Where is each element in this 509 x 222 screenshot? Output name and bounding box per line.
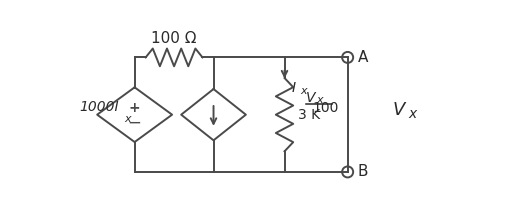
Text: x: x bbox=[300, 86, 307, 96]
Text: B: B bbox=[357, 165, 368, 179]
Text: 3 K: 3 K bbox=[298, 108, 321, 122]
Text: 1000I: 1000I bbox=[79, 100, 119, 114]
Text: x: x bbox=[125, 114, 131, 124]
Text: −: − bbox=[128, 113, 142, 131]
Text: +: + bbox=[129, 101, 140, 115]
Text: V: V bbox=[306, 91, 316, 105]
Text: A: A bbox=[357, 50, 368, 65]
Text: 100 Ω: 100 Ω bbox=[151, 31, 197, 46]
Text: I: I bbox=[292, 81, 296, 95]
Text: 100: 100 bbox=[312, 101, 338, 115]
Text: x: x bbox=[316, 95, 323, 105]
Text: V: V bbox=[393, 101, 405, 119]
Text: x: x bbox=[409, 107, 417, 121]
